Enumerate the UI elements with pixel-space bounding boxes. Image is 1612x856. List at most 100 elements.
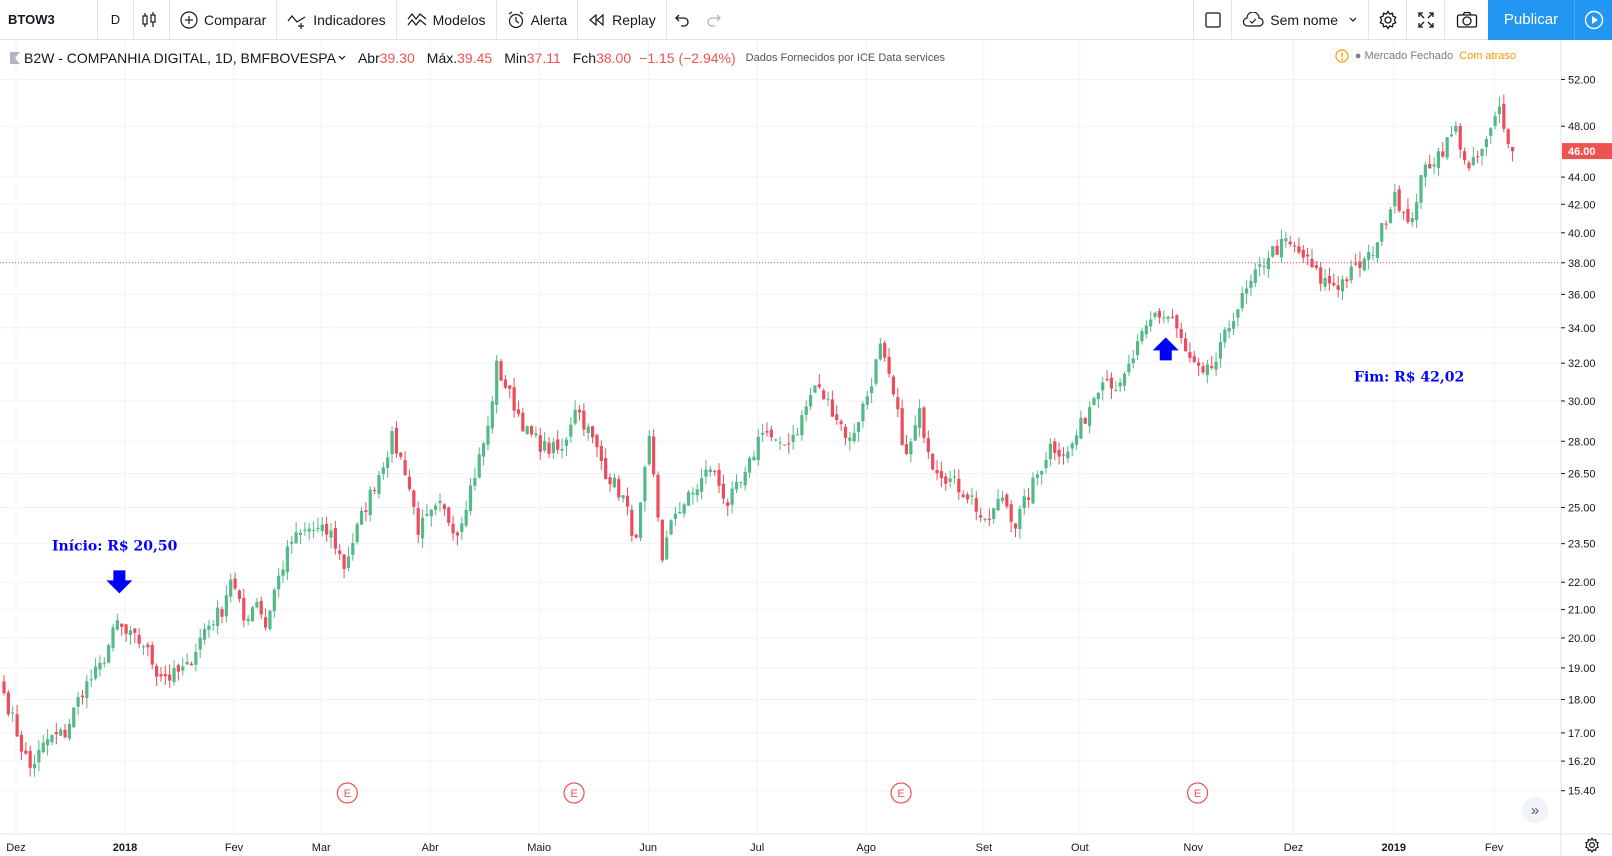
scroll-to-realtime-button[interactable]: » [1522,797,1548,823]
candle-body [1188,351,1192,358]
candle-body [861,403,865,422]
candle-body [652,436,656,475]
market-status[interactable]: ● Mercado Fechado Com atraso [1335,49,1516,63]
candle-body [1262,266,1266,268]
candle-body [237,590,242,599]
candle-body [734,482,739,490]
interval-label: D [110,12,121,27]
candle-body [1476,156,1480,158]
settings-button[interactable] [1368,0,1406,40]
candle-body [586,426,590,433]
price-chart[interactable]: Início: R$ 20,50 Fim: R$ 42,02 E E E E 52.00… [0,40,1612,856]
indicators-button[interactable]: Indicadores [277,0,397,40]
fullscreen-button[interactable] [1406,0,1444,40]
compare-button[interactable]: Comparar [170,0,278,40]
candle-body [643,466,647,502]
undo-button[interactable] [667,0,701,40]
price-tick-label: 28.00 [1568,436,1596,448]
candle-body [935,469,939,474]
candle-body [817,384,821,388]
axis-settings-button[interactable] [1580,834,1604,856]
candle-body [124,624,128,634]
flag-icon[interactable] [10,52,20,64]
price-tick-label: 19.00 [1568,663,1596,675]
publish-video-button[interactable] [1574,0,1612,40]
price-axis: 52.00 48.00 44.00 42.00 40.00 38.00 36.00 34.00… [1561,74,1612,798]
candle-body [1428,163,1432,169]
templates-button[interactable]: Modelos [397,0,497,40]
compare-label: Comparar [204,11,267,28]
candle-body [1292,245,1297,247]
candle-body [390,431,394,455]
candle-body [233,578,237,589]
candle-body [992,508,996,520]
price-tick-label: 20.00 [1568,633,1596,645]
candle-body [1162,317,1166,319]
candle-body [1258,264,1262,267]
candle-body [813,385,817,393]
candle-body [795,434,800,436]
price-tick-label: 40.00 [1568,228,1596,240]
arrow-up-icon [1152,337,1179,361]
annotation-end-label: Fim: R$ 42,02 [1354,369,1464,385]
candle-body [1144,325,1148,335]
candle-body [1279,238,1284,258]
candle-body [1271,246,1275,257]
candle-body [1070,443,1074,449]
chart-type-button[interactable] [134,0,170,40]
candle-body [961,494,965,497]
camera-icon [1456,11,1477,28]
candle-body [486,425,490,445]
alert-button[interactable]: Alerta [497,0,579,40]
candle-body [965,494,970,500]
candle-body [59,729,63,736]
publish-button[interactable]: Publicar [1488,0,1574,40]
candle-body [673,513,678,519]
candle-body [329,530,333,538]
candle-body [128,630,133,636]
candle-body [713,471,717,473]
candle-body [1441,151,1445,157]
candle-body [220,609,224,617]
candle-body [1153,313,1157,317]
candle-body [1275,245,1279,255]
candle-body [809,395,813,407]
candle-body [800,415,804,436]
legend-symbol[interactable]: B2W - COMPANHIA DIGITAL, 1D, BMFBOVESPA [24,50,336,66]
candle-body [595,434,599,448]
candle-body [1306,254,1310,257]
symbol-search-button[interactable]: BTOW3 [0,0,98,40]
candle-body [1367,252,1371,260]
redo-button[interactable] [701,0,735,40]
fullscreen-square-button[interactable] [1193,0,1231,40]
layout-button[interactable]: Sem nome [1231,0,1368,40]
candle-body [804,406,808,415]
candle-body [1061,454,1066,456]
layout-name: Sem nome [1270,11,1338,28]
toolbar-spacer [735,0,1194,40]
candle-body [1088,407,1092,426]
candle-body [137,634,141,644]
candle-body [591,426,595,438]
candle-body [1371,254,1375,256]
candle-body [311,529,316,531]
candle-body [403,460,407,475]
candle-body [547,442,551,454]
candle-body [285,546,289,573]
candle-body [194,651,198,665]
candle-body [577,409,582,413]
chevron-down-icon[interactable] [338,54,346,62]
candle-body [333,527,337,549]
candle-body [342,554,346,569]
candle-body [621,495,625,499]
candle-body [41,742,45,753]
interval-button[interactable]: D [98,0,134,40]
candle-body [717,469,721,486]
candle-body [756,436,760,461]
candle-body [630,509,634,536]
candle-body [1340,279,1345,292]
time-tick-label: 2018 [113,842,137,854]
price-tick-label: 42.00 [1568,199,1596,211]
replay-button[interactable]: Replay [578,0,667,40]
snapshot-button[interactable] [1444,0,1488,40]
